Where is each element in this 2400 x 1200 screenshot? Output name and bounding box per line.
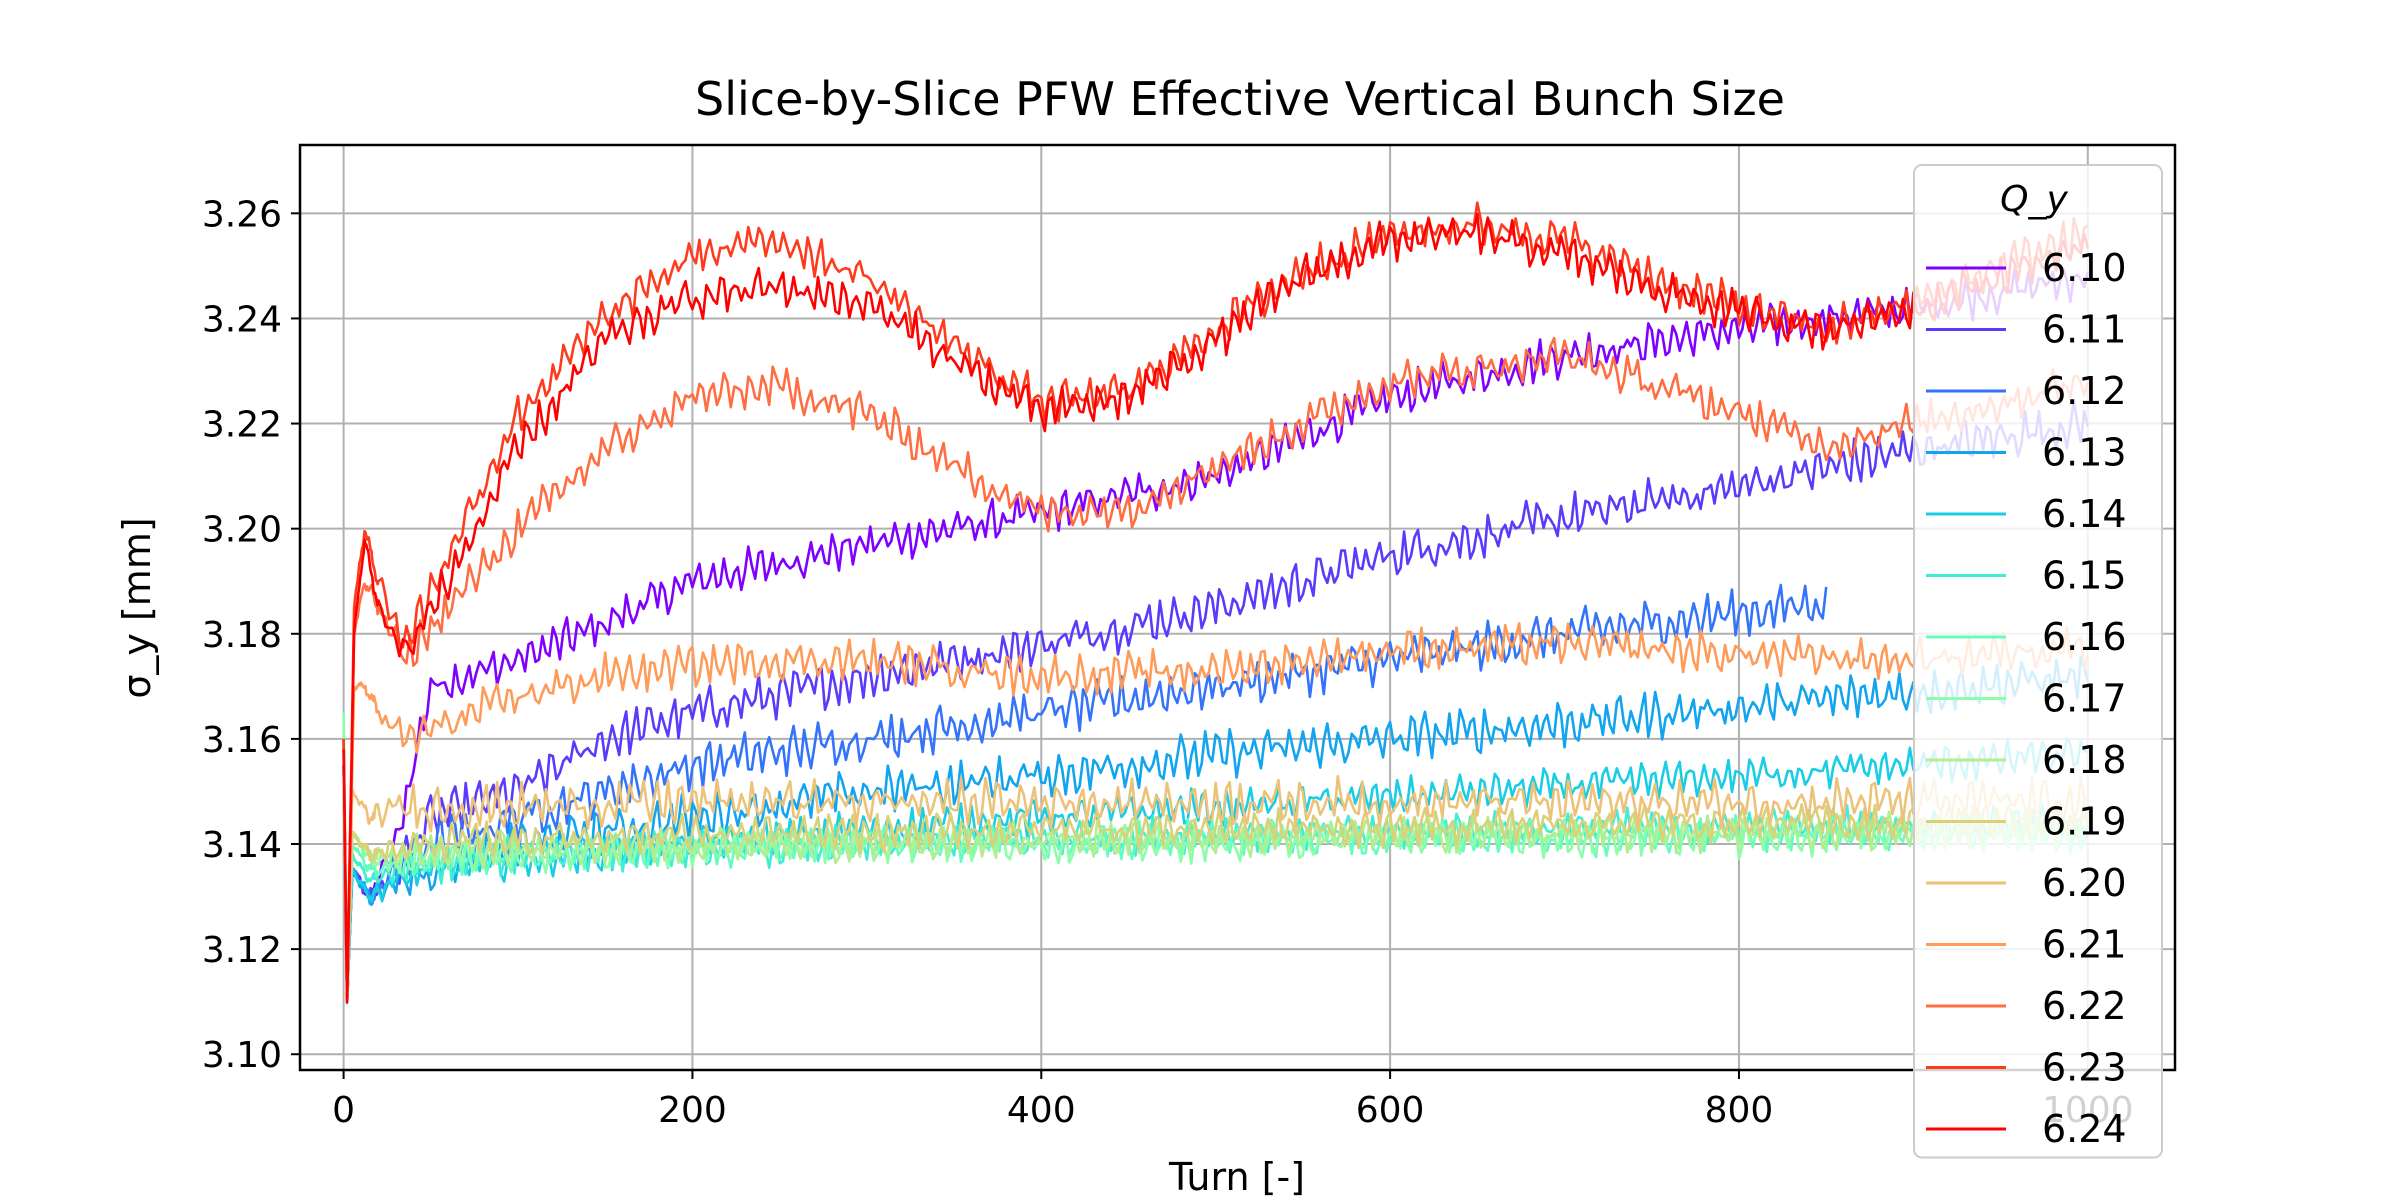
series-line-6.11 bbox=[342, 399, 2090, 1003]
legend-label: 6.16 bbox=[2042, 615, 2127, 659]
legend-label: 6.14 bbox=[2042, 492, 2127, 536]
series-line-6.13 bbox=[342, 655, 2090, 1005]
series-line-6.24 bbox=[342, 212, 2090, 1004]
x-tick-label: 0 bbox=[332, 1090, 355, 1131]
legend-label: 6.20 bbox=[2042, 861, 2127, 905]
series-line-6.12 bbox=[342, 583, 1828, 1004]
y-tick-label: 3.18 bbox=[202, 615, 282, 656]
legend-label: 6.10 bbox=[2042, 246, 2127, 290]
series-line-6.23 bbox=[342, 201, 2089, 1003]
chart-title: Slice-by-Slice PFW Effective Vertical Bu… bbox=[695, 72, 1785, 126]
legend-label: 6.15 bbox=[2042, 554, 2127, 598]
legend-label: 6.19 bbox=[2042, 800, 2127, 844]
legend-label: 6.12 bbox=[2042, 369, 2127, 413]
x-tick-label: 600 bbox=[1356, 1090, 1425, 1131]
series-line-6.18 bbox=[342, 738, 2089, 1003]
series-line-6.22 bbox=[342, 336, 2090, 1003]
y-tick-label: 3.26 bbox=[202, 194, 282, 235]
legend-label: 6.18 bbox=[2042, 738, 2127, 782]
y-axis-label: σ_y [mm] bbox=[115, 517, 159, 698]
legend-label: 6.11 bbox=[2042, 308, 2127, 352]
legend-label: 6.22 bbox=[2042, 984, 2127, 1028]
series-group bbox=[342, 201, 2090, 1005]
legend-label: 6.17 bbox=[2042, 677, 2127, 721]
x-axis-label: Turn [-] bbox=[1168, 1155, 1305, 1199]
legend-title: Q_y bbox=[2000, 179, 2068, 220]
y-tick-label: 3.16 bbox=[202, 720, 282, 761]
series-line-6.21 bbox=[342, 622, 2090, 1004]
x-tick-label: 400 bbox=[1007, 1090, 1076, 1131]
legend-box bbox=[1913, 164, 2163, 1159]
y-tick-label: 3.10 bbox=[202, 1035, 282, 1076]
y-tick-label: 3.12 bbox=[202, 930, 282, 971]
y-tick-label: 3.24 bbox=[202, 299, 282, 340]
legend-label: 6.24 bbox=[2042, 1107, 2127, 1151]
series-line-6.10 bbox=[342, 267, 2090, 1003]
y-tick-label: 3.14 bbox=[202, 825, 282, 866]
plot-frame bbox=[298, 143, 2177, 1072]
legend: Q_y 6.10 6.11 6.12 6.13 6.14 6.15 6.16 6.17 6.18 6… bbox=[1913, 164, 2163, 1159]
legend-label: 6.21 bbox=[2042, 923, 2127, 967]
series-line-6.19 bbox=[342, 765, 2090, 1004]
axis-ticks: 020040060080010003.103.123.143.163.183.2… bbox=[202, 194, 2134, 1131]
series-line-6.20 bbox=[342, 738, 2089, 1004]
legend-label: 6.13 bbox=[2042, 431, 2127, 475]
x-tick-label: 200 bbox=[658, 1090, 727, 1131]
x-tick-label: 800 bbox=[1705, 1090, 1774, 1131]
legend-label: 6.23 bbox=[2042, 1046, 2127, 1090]
y-tick-label: 3.22 bbox=[202, 405, 282, 446]
y-tick-label: 3.20 bbox=[202, 510, 282, 551]
